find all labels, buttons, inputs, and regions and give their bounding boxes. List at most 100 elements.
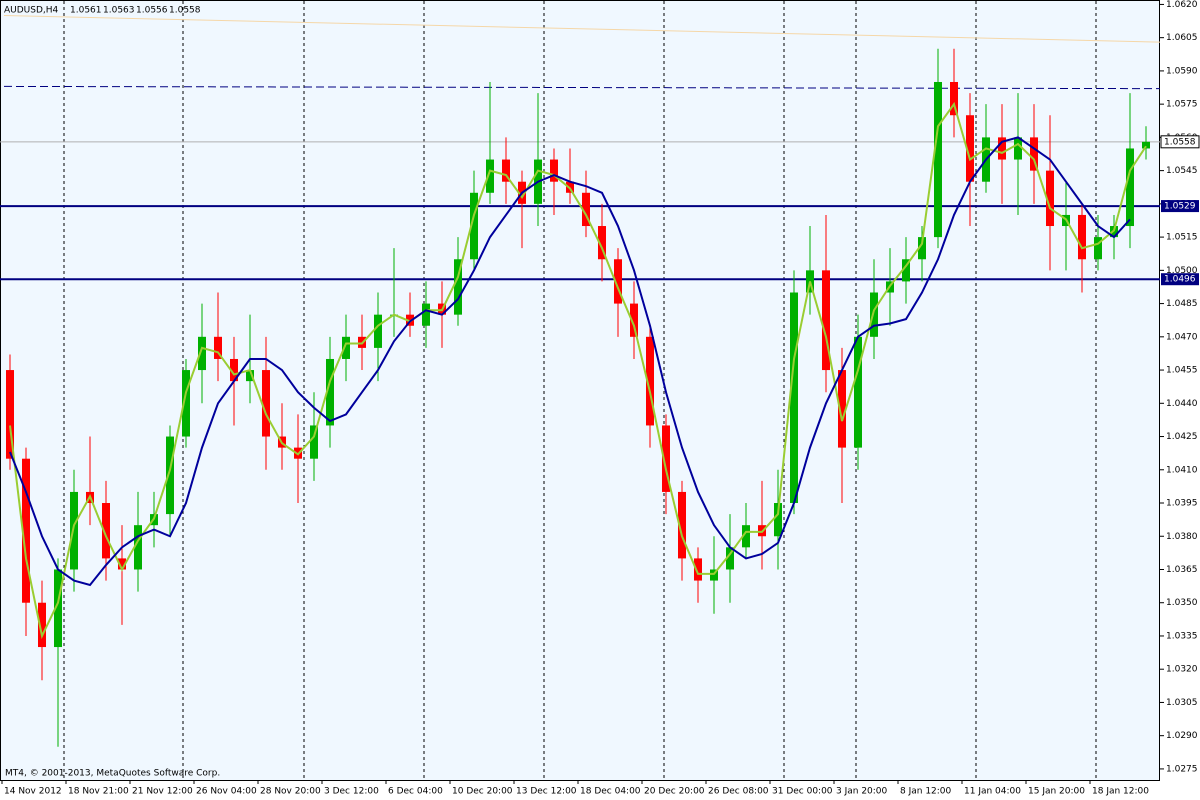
y-tick-label: 1.0320: [1166, 665, 1198, 675]
candle-body: [246, 370, 254, 382]
candle-body: [1014, 137, 1022, 160]
level-label: 1.0529: [1164, 202, 1196, 212]
y-tick-label: 1.0470: [1166, 332, 1198, 342]
x-tick-label: 3 Jan 20:00: [836, 787, 888, 797]
candle-body: [662, 425, 670, 492]
quote-low: 1.0556: [136, 6, 168, 16]
candle-body: [6, 370, 14, 459]
x-tick-label: 11 Jan 04:00: [964, 787, 1021, 797]
candle-body: [774, 503, 782, 537]
y-tick-label: 1.0365: [1166, 565, 1198, 575]
quote-high: 1.0563: [103, 6, 135, 16]
candle-body: [422, 303, 430, 326]
candle-body: [582, 192, 590, 227]
y-tick-label: 1.0380: [1166, 532, 1198, 542]
candle-body: [998, 137, 1006, 160]
last-price-box: [1160, 135, 1200, 149]
y-tick-label: 1.0440: [1166, 399, 1198, 409]
y-tick-label: 1.0620: [1166, 0, 1198, 10]
x-tick-label: 21 Nov 12:00: [132, 787, 193, 797]
y-tick-label: 1.0425: [1166, 432, 1198, 442]
candle-body: [326, 358, 334, 426]
candle-body: [70, 491, 78, 570]
y-tick-label: 1.0395: [1166, 499, 1198, 509]
level-label-box: [1161, 200, 1199, 213]
x-tick-label: 28 Nov 20:00: [260, 787, 321, 797]
candle-body: [262, 370, 270, 437]
candle-body: [486, 159, 494, 193]
candle-body: [470, 192, 478, 260]
candle-body: [966, 115, 974, 182]
symbol: AUDUSD,H4: [4, 6, 59, 16]
candle-body: [870, 292, 878, 337]
candle-body: [374, 314, 382, 348]
candle-body: [54, 569, 62, 648]
candle-body: [198, 336, 206, 371]
candle-body: [214, 336, 222, 359]
candle-body: [646, 336, 654, 426]
candle-body: [854, 336, 862, 448]
y-tick-label: 1.0605: [1166, 33, 1198, 43]
y-tick-label: 1.0290: [1166, 731, 1198, 741]
y-tick-label: 1.0350: [1166, 598, 1198, 608]
y-tick-label: 1.0455: [1166, 366, 1198, 376]
candle-body: [166, 436, 174, 515]
copyright: MT4, © 2001-2013, MetaQuotes Software Co…: [5, 769, 220, 779]
candle-body: [918, 237, 926, 260]
candle-body: [710, 569, 718, 581]
trend-line: [3, 85, 1161, 90]
candle-body: [1126, 148, 1134, 227]
candle-body: [230, 358, 238, 382]
candle-body: [838, 370, 846, 448]
candle-body: [502, 159, 510, 182]
y-tick-label: 1.0335: [1166, 631, 1198, 641]
x-tick-label: 26 Nov 04:00: [196, 787, 257, 797]
x-tick-label: 8 Jan 12:00: [900, 787, 952, 797]
candle-body: [1142, 141, 1150, 149]
candle-body: [742, 525, 750, 548]
trend-line: [3, 15, 1161, 43]
candle-body: [38, 602, 46, 648]
last-price-label: 1.0558: [1164, 137, 1196, 147]
quote-close: 1.0558: [169, 6, 201, 16]
candle-body: [118, 558, 126, 570]
candle-body: [934, 81, 942, 238]
x-tick-label: 14 Nov 2012: [4, 787, 62, 797]
x-tick-label: 20 Dec 20:00: [644, 787, 705, 797]
y-tick-label: 1.0575: [1166, 100, 1198, 110]
candle-body: [1046, 170, 1054, 227]
candle-body: [790, 292, 798, 504]
candle-body: [614, 259, 622, 304]
candle-body: [902, 259, 910, 282]
candle-body: [1094, 237, 1102, 260]
candle-body: [678, 491, 686, 559]
candle-body: [694, 558, 702, 581]
period-separators: [63, 1, 1097, 780]
y-tick-label: 1.0410: [1166, 465, 1198, 475]
x-tick-label: 13 Dec 12:00: [516, 787, 577, 797]
candle-body: [726, 547, 734, 570]
level-label-box: [1161, 273, 1199, 286]
y-tick-label: 1.0305: [1166, 698, 1198, 708]
indicator-line: [9, 136, 1131, 587]
candle-body: [950, 81, 958, 116]
y-tick-label: 1.0485: [1166, 299, 1198, 309]
candle-body: [1078, 214, 1086, 260]
candle-body: [630, 303, 638, 337]
x-tick-label: 18 Nov 21:00: [68, 787, 129, 797]
candle-body: [134, 525, 142, 570]
candle-body: [342, 336, 350, 359]
y-tick-label: 1.0545: [1166, 166, 1198, 176]
x-tick-label: 31 Dec 00:00: [772, 787, 833, 797]
candle-body: [182, 370, 190, 437]
candle-body: [550, 159, 558, 182]
y-tick-label: 1.0590: [1166, 66, 1198, 76]
level-label: 1.0496: [1164, 275, 1196, 285]
candle-body: [454, 259, 462, 315]
y-tick-label: 1.0515: [1166, 233, 1198, 243]
candle-body: [102, 503, 110, 559]
candle-body: [22, 458, 30, 603]
y-tick-label: 1.0500: [1166, 266, 1198, 276]
